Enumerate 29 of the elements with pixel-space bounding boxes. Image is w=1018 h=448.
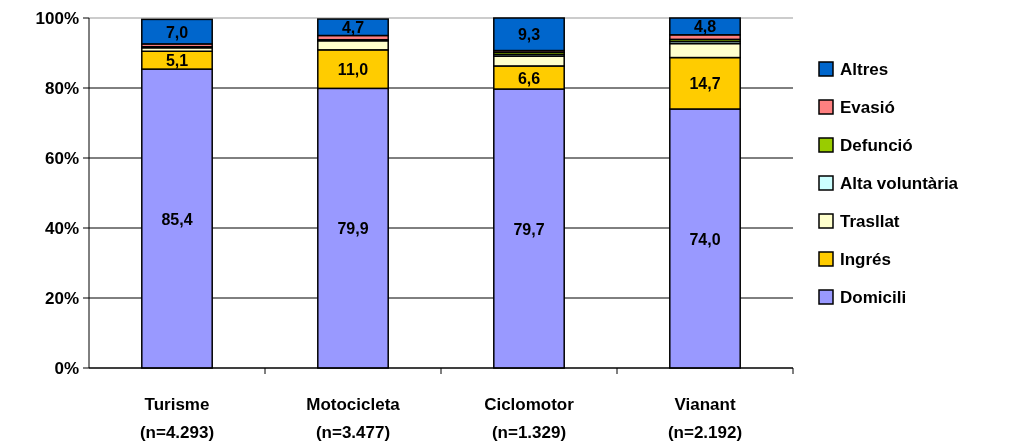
- legend-label: Alta voluntària: [840, 174, 959, 193]
- data-label: 79,7: [513, 220, 545, 238]
- data-label: 4,7: [341, 19, 365, 37]
- data-label: 4,8: [693, 18, 717, 36]
- y-tick-label: 80%: [44, 79, 79, 98]
- x-tick-label: Vianant (n=2.192): [667, 395, 743, 442]
- y-tick-label: 0%: [54, 359, 79, 378]
- data-label: 85,4: [161, 210, 193, 228]
- y-tick-label: 100%: [35, 9, 79, 28]
- x-tick-label: Motocicleta (n=3.477): [306, 395, 401, 442]
- data-label: 11,0: [337, 61, 369, 79]
- legend-label: Domicili: [840, 288, 907, 307]
- data-label: 7,0: [165, 23, 189, 41]
- x-tick-label: Ciclomotor (n=1.329): [484, 395, 575, 442]
- y-tick-label: 60%: [44, 149, 79, 168]
- data-label: 6,6: [517, 69, 541, 87]
- legend-label: Defunció: [840, 136, 913, 155]
- x-tick-label: Turisme (n=4.293): [139, 395, 215, 442]
- data-label: 74,0: [689, 230, 721, 248]
- data-label: 9,3: [517, 26, 541, 44]
- legend-label: Evasió: [840, 98, 895, 117]
- data-label: 79,9: [337, 220, 369, 238]
- legend-label: Altres: [840, 60, 889, 79]
- data-label: 14,7: [689, 75, 721, 93]
- y-tick-label: 40%: [44, 219, 79, 238]
- y-tick-label: 20%: [44, 289, 79, 308]
- legend-label: Trasllat: [840, 212, 900, 231]
- legend-label: Ingrés: [840, 250, 892, 269]
- data-label: 5,1: [165, 52, 189, 70]
